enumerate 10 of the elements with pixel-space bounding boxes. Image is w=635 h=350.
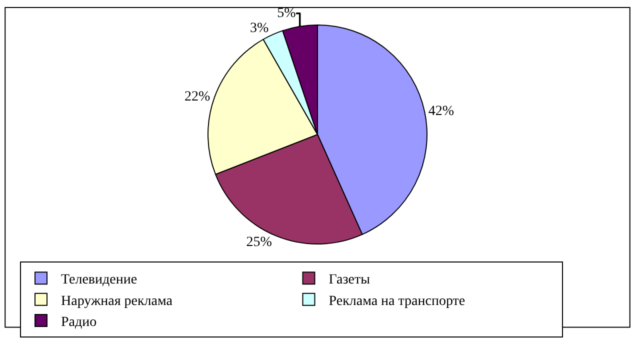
legend-label: Радио	[61, 314, 97, 330]
legend-label: Наружная реклама	[61, 294, 174, 309]
data-label: 22%	[184, 90, 211, 105]
data-label: 3%	[250, 20, 269, 36]
data-label: 5%	[277, 6, 296, 21]
data-label: 42%	[428, 104, 454, 119]
data-label: 25%	[246, 234, 272, 250]
legend-label: Газеты	[328, 272, 371, 288]
legend-label: Телевидение	[61, 272, 138, 288]
legend-label: Реклама на транспорте	[328, 294, 466, 309]
